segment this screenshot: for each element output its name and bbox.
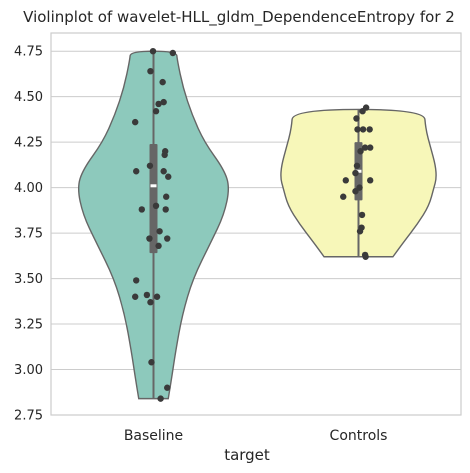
data-point (147, 68, 154, 75)
data-point (146, 235, 153, 242)
x-tick-label: Controls (330, 428, 388, 444)
data-point (155, 100, 162, 108)
median-marker (150, 184, 157, 188)
data-point (159, 78, 166, 86)
data-point (366, 144, 374, 151)
data-point (160, 168, 167, 175)
data-point (147, 299, 154, 306)
data-point (352, 169, 359, 177)
plot-area: 2.75 3.00 3.25 3.50 3.75 4.00 4.25 4.50 4.75 Base… (14, 32, 462, 444)
data-point (131, 118, 139, 126)
data-point (357, 148, 364, 155)
y-tick-label: 3.00 (14, 363, 43, 378)
data-point (361, 144, 369, 151)
data-point (340, 193, 347, 200)
x-tick-label: Baseline (124, 428, 183, 444)
data-point (153, 293, 161, 300)
data-point (152, 202, 160, 210)
data-point (148, 359, 155, 366)
data-point (157, 395, 164, 402)
data-point (366, 177, 374, 184)
data-point (152, 108, 160, 115)
data-point (163, 193, 170, 200)
data-point (164, 235, 171, 242)
data-point (164, 384, 171, 391)
data-point (342, 177, 349, 184)
data-point (169, 49, 177, 57)
data-point (358, 211, 366, 219)
y-tick-label: 4.75 (14, 45, 43, 60)
data-point (366, 126, 373, 133)
data-point (161, 151, 168, 159)
data-point (165, 173, 172, 180)
data-point (353, 162, 361, 169)
data-point (352, 188, 359, 195)
y-tick-label: 4.50 (14, 90, 43, 105)
data-point (162, 206, 169, 213)
data-point (133, 277, 140, 284)
data-point (155, 242, 162, 250)
data-point (353, 115, 360, 122)
data-point (160, 98, 167, 106)
axes-frame (50, 32, 462, 416)
y-tick-label: 3.25 (14, 318, 43, 333)
data-point (359, 108, 366, 115)
data-point (131, 293, 139, 300)
y-tick-label: 3.50 (14, 272, 43, 287)
data-point (362, 253, 369, 260)
data-point (149, 47, 157, 55)
y-tick-label: 2.75 (14, 409, 43, 424)
data-point (156, 228, 163, 235)
iqr-box (149, 143, 158, 254)
data-point (138, 206, 146, 213)
x-axis-label: target (224, 446, 270, 464)
data-point (356, 184, 363, 191)
data-point (133, 168, 140, 175)
y-tick-label: 4.25 (14, 136, 43, 151)
y-tick-label: 3.75 (14, 227, 43, 242)
data-point (146, 162, 154, 169)
y-tick-label: 4.00 (14, 181, 43, 196)
data-point (356, 228, 364, 235)
data-point (143, 291, 151, 299)
median-marker (355, 169, 362, 173)
data-point (354, 126, 361, 133)
data-point (359, 126, 367, 133)
chart-title: Violinplot of wavelet-HLL_gldm_Dependenc… (23, 8, 455, 27)
